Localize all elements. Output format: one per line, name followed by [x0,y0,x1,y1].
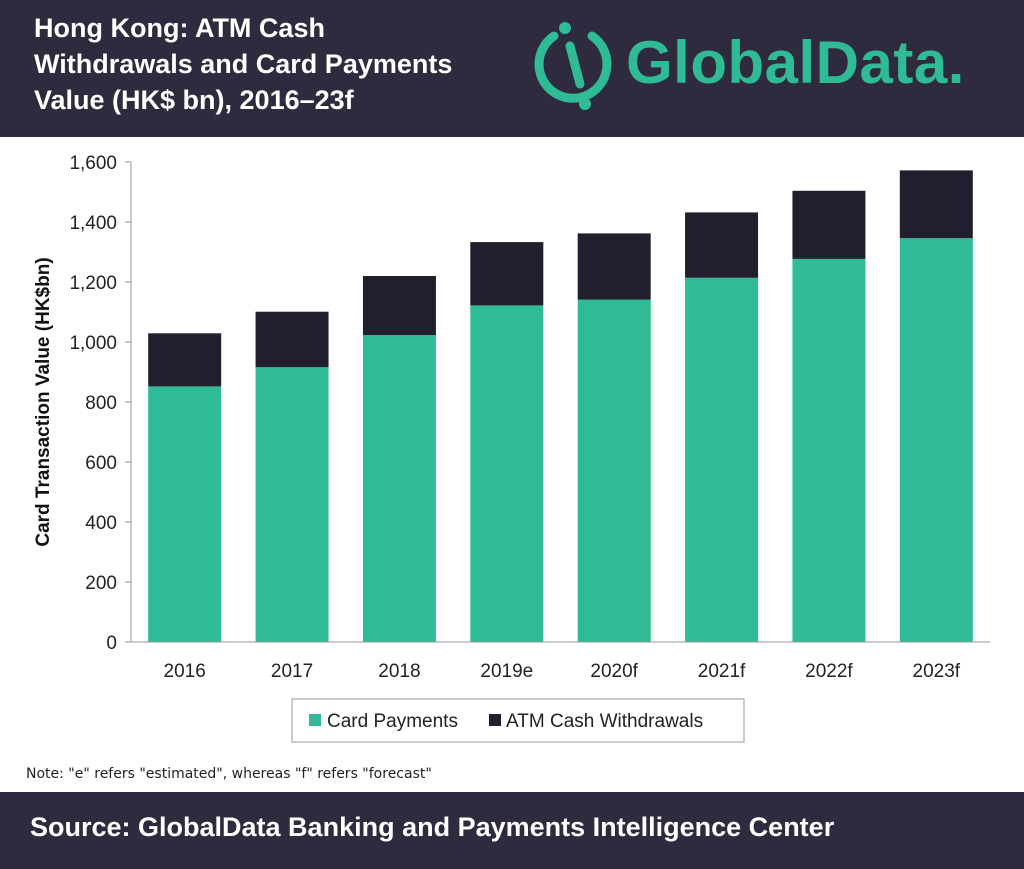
x-tick-label: 2016 [164,661,206,682]
bar-card-payments [577,299,651,642]
legend-swatch [489,714,501,726]
bar-atm-cash-withdrawals [685,212,759,278]
bar-atm-cash-withdrawals [577,233,651,300]
bar-atm-cash-withdrawals [362,276,436,336]
source-text: Source: GlobalData Banking and Payments … [30,812,835,842]
y-tick-label: 1,600 [69,153,117,174]
legend-label: Card Payments [327,711,458,732]
x-tick-label: 2020f [590,661,638,682]
x-tick-label: 2019e [480,661,533,682]
bar-card-payments [255,367,329,642]
bar-atm-cash-withdrawals [470,242,544,306]
bar-card-payments [899,238,973,642]
bar-card-payments [792,258,866,642]
y-tick-label: 400 [85,513,117,534]
y-tick-label: 200 [85,573,117,594]
y-tick-label: 1,200 [69,273,117,294]
y-tick-label: 600 [85,453,117,474]
title-line-3: Value (HK$ bn), 2016–23f [34,85,354,115]
logo-wordmark: GlobalData. [626,29,965,96]
legend-swatch [309,714,321,726]
legend-label: ATM Cash Withdrawals [506,711,703,732]
globaldata-logo-icon [534,22,612,110]
title-line-1: Hong Kong: ATM Cash [34,13,325,43]
stacked-bar-chart: Card Transaction Value (HK$bn) 0 200 400 60… [33,153,990,743]
bar-atm-cash-withdrawals [899,170,973,239]
y-axis-title: Card Transaction Value (HK$bn) [33,257,54,546]
bar-card-payments [362,335,436,642]
y-tick-label: 1,000 [69,333,117,354]
footer-banner: Source: GlobalData Banking and Payments … [0,792,1024,869]
title-line-2: Withdrawals and Card Payments [34,49,453,79]
globaldata-logo: GlobalData. [530,22,1010,112]
bar-card-payments [148,386,222,642]
bar-atm-cash-withdrawals [255,311,329,368]
bar-atm-cash-withdrawals [148,333,222,387]
x-tick-label: 2017 [271,661,313,682]
x-tick-label: 2018 [378,661,420,682]
chart-title: Hong Kong: ATM Cash Withdrawals and Card… [34,10,514,118]
chart-area: Card Transaction Value (HK$bn) 0 200 400 60… [0,137,1024,792]
x-tick-label: 2022f [805,661,853,682]
footnote: Note: "e" refers "estimated", whereas "f… [26,766,432,782]
y-tick-label: 1,400 [69,213,117,234]
x-tick-label: 2023f [913,661,961,682]
y-tick-label: 800 [85,393,117,414]
y-tick-label: 0 [106,633,117,654]
header-banner: Hong Kong: ATM Cash Withdrawals and Card… [0,0,1024,137]
legend-box [291,698,745,743]
x-tick-label: 2021f [698,661,746,682]
bar-card-payments [470,305,544,642]
bar-card-payments [685,277,759,642]
bar-atm-cash-withdrawals [792,190,866,259]
